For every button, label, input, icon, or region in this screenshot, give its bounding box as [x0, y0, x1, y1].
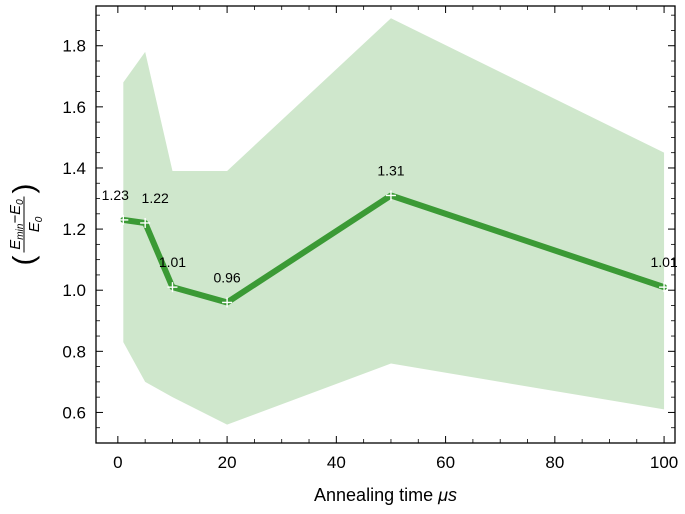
data-label-layer: 1.23 1.22 1.01 0.96 1.31 1.01 — [102, 162, 678, 285]
data-point-marker — [385, 190, 396, 201]
data-label: 1.01 — [650, 254, 677, 270]
y-axis-title: ( Emin−E0 E0 ) — [7, 184, 45, 266]
y-axis-den-e: E — [26, 221, 43, 232]
y-axis-den-sub-0: 0 — [34, 216, 45, 222]
y-tick-label: 0.8 — [62, 342, 86, 361]
y-axis-title-numerator: Emin−E0 — [7, 199, 26, 250]
data-label: 1.01 — [159, 254, 186, 270]
tick-layer: 0 20 40 60 80 100 0.6 0.8 1.0 1.2 1.4 1.6 1.8 — [62, 6, 678, 472]
data-point-marker — [118, 214, 129, 225]
y-axis-num-sub-min: min — [15, 223, 26, 240]
y-axis-title-left-paren: ( — [8, 256, 41, 266]
data-label: 1.22 — [142, 190, 169, 206]
data-point-marker — [140, 217, 151, 228]
y-axis-num-minus-e: −E — [7, 204, 24, 224]
x-tick-label: 40 — [327, 453, 346, 472]
x-tick-label: 100 — [650, 453, 678, 472]
x-tick-label: 80 — [545, 453, 564, 472]
data-label: 1.23 — [102, 187, 129, 203]
x-tick-label: 20 — [218, 453, 237, 472]
y-axis-title-right-paren: ) — [8, 184, 41, 194]
confidence-band-layer — [123, 18, 665, 425]
data-point-marker — [222, 297, 233, 308]
x-tick-label: 0 — [113, 453, 122, 472]
data-point-marker — [659, 282, 670, 293]
x-axis-title: Annealing time μs — [314, 485, 457, 505]
y-axis-num-sub-0: 0 — [15, 199, 26, 205]
marker-layer — [118, 190, 670, 308]
y-tick-label: 0.6 — [62, 403, 86, 422]
x-axis-title-prefix: Annealing time — [314, 485, 438, 505]
confidence-band — [123, 18, 665, 425]
y-axis-num-e: E — [7, 239, 24, 250]
y-axis-title-denominator: E0 — [26, 216, 45, 232]
plot-frame — [95, 5, 676, 444]
y-tick-label: 1.2 — [62, 220, 86, 239]
y-tick-label: 1.0 — [62, 281, 86, 300]
x-tick-label: 60 — [436, 453, 455, 472]
data-label: 0.96 — [213, 269, 240, 285]
x-axis-title-mu: μ — [437, 485, 448, 505]
data-label: 1.31 — [377, 162, 404, 178]
y-tick-label: 1.8 — [62, 37, 86, 56]
data-point-marker — [167, 282, 178, 293]
y-tick-label: 1.4 — [62, 159, 86, 178]
y-tick-label: 1.6 — [62, 98, 86, 117]
x-axis-title-unit: s — [448, 485, 457, 505]
